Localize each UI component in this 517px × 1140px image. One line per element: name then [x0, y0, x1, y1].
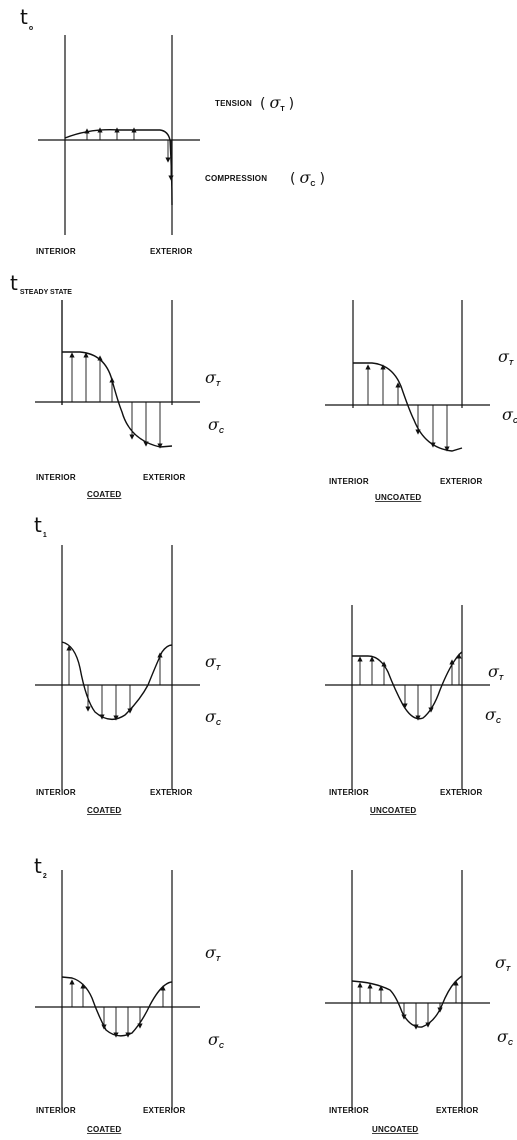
stress-curve	[352, 651, 463, 720]
stress-arrows-t0	[84, 127, 174, 181]
stress-arrows	[365, 364, 450, 452]
interior-label: INTERIOR	[329, 1106, 369, 1115]
panel-t2-uncoated: σT σC INTERIOR EXTERIOR UNCOATED	[325, 870, 514, 1134]
stress-arrows	[66, 645, 163, 721]
stress-curve	[353, 362, 463, 452]
sigma-tension: σT	[495, 953, 511, 973]
sigma-compression: σC	[208, 415, 225, 435]
panel-steady-uncoated: σT σC INTERIOR EXTERIOR UNCOATED	[325, 300, 517, 502]
tension-symbol: (σT)	[260, 93, 294, 113]
time-label-t2: t2	[34, 854, 47, 880]
stress-curve	[61, 641, 173, 720]
uncoated-label: UNCOATED	[375, 493, 421, 502]
sigma-compression: σC	[497, 1027, 514, 1047]
interior-label: INTERIOR	[36, 247, 76, 256]
panel-t1-coated: σT σC INTERIOR EXTERIOR COATED	[35, 545, 222, 815]
exterior-label: EXTERIOR	[143, 1106, 186, 1115]
sigma-tension: σT	[205, 368, 221, 388]
stress-curve	[61, 976, 173, 1037]
tension-label: TENSION	[215, 99, 252, 108]
coated-label: COATED	[87, 1125, 121, 1134]
stress-curve	[62, 351, 173, 448]
stress-curve	[351, 975, 463, 1028]
stress-arrows	[357, 980, 459, 1030]
sigma-tension: σT	[205, 652, 221, 672]
coated-label: COATED	[87, 490, 121, 499]
sigma-compression: σC	[502, 405, 517, 425]
time-label-steady-state: t STEADY STATE	[10, 271, 72, 296]
panel-steady-coated: σT σC INTERIOR EXTERIOR COATED	[35, 300, 225, 499]
sigma-compression: σC	[205, 707, 222, 727]
interior-label: INTERIOR	[36, 473, 76, 482]
panel-t0: to TENSION (σT) COMPRESSION (σC) INTERIO…	[20, 5, 325, 256]
exterior-label: EXTERIOR	[150, 788, 193, 797]
stress-arrows	[357, 653, 462, 721]
exterior-label: EXTERIOR	[436, 1106, 479, 1115]
sigma-tension: σT	[498, 347, 514, 367]
sigma-compression: σC	[208, 1030, 225, 1050]
exterior-label: EXTERIOR	[150, 247, 193, 256]
sigma-tension: σT	[488, 662, 504, 682]
coated-label: COATED	[87, 806, 121, 815]
exterior-label: EXTERIOR	[440, 477, 483, 486]
exterior-label: EXTERIOR	[440, 788, 483, 797]
interior-label: INTERIOR	[36, 1106, 76, 1115]
sigma-tension: σT	[205, 943, 221, 963]
compression-label: COMPRESSION	[205, 174, 267, 183]
interior-label: INTERIOR	[329, 477, 369, 486]
time-label-t1: t1	[34, 513, 47, 539]
uncoated-label: UNCOATED	[372, 1125, 418, 1134]
panel-t1-uncoated: σT σC INTERIOR EXTERIOR UNCOATED	[325, 605, 504, 815]
uncoated-label: UNCOATED	[370, 806, 416, 815]
stress-arrows	[69, 352, 163, 449]
exterior-label: EXTERIOR	[143, 473, 186, 482]
panel-t2-coated: σT σC INTERIOR EXTERIOR COATED	[35, 870, 225, 1134]
interior-label: INTERIOR	[329, 788, 369, 797]
sigma-compression: σC	[485, 705, 502, 725]
compression-symbol: (σC)	[290, 168, 325, 188]
time-label-t0: to	[20, 5, 33, 32]
stress-arrows	[69, 979, 166, 1038]
stress-curve-t0	[64, 128, 173, 206]
interior-label: INTERIOR	[36, 788, 76, 797]
